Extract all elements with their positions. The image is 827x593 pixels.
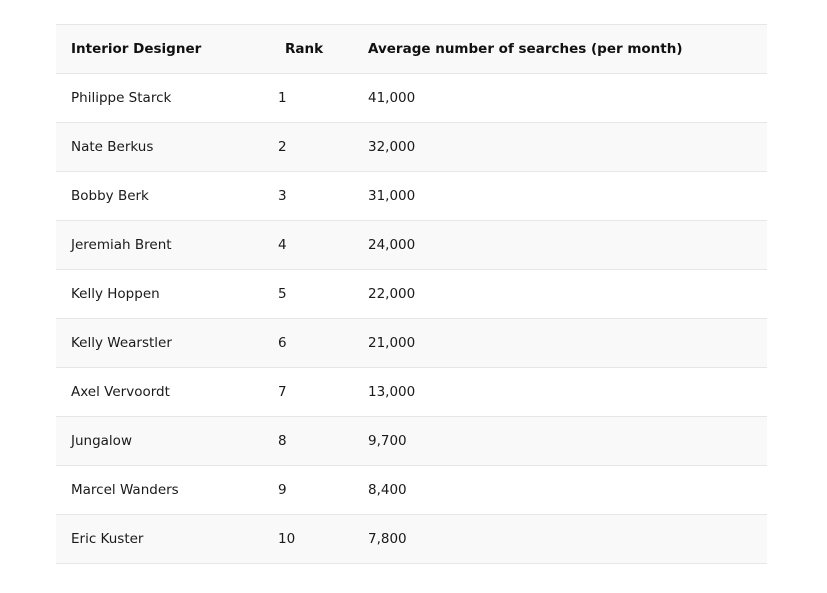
table-row: Jungalow 8 9,700 [56,416,767,466]
rank-cell: 3 [264,171,353,221]
table-row: Jeremiah Brent 4 24,000 [56,220,767,270]
table-row: Philippe Starck 1 41,000 [56,73,767,123]
designer-name-cell: Jeremiah Brent [56,220,264,270]
rank-cell: 1 [264,73,353,123]
designer-name-cell: Bobby Berk [56,171,264,221]
searches-cell: 32,000 [353,122,767,172]
table-row: Nate Berkus 2 32,000 [56,122,767,172]
searches-cell: 41,000 [353,73,767,123]
designer-name-cell: Kelly Wearstler [56,318,264,368]
searches-cell: 21,000 [353,318,767,368]
rank-cell: 4 [264,220,353,270]
searches-cell: 31,000 [353,171,767,221]
searches-cell: 24,000 [353,220,767,270]
header-row: Interior Designer Rank Average number of… [56,24,767,74]
searches-cell: 22,000 [353,269,767,319]
rank-cell: 9 [264,465,353,515]
rank-cell: 8 [264,416,353,466]
rank-cell: 2 [264,122,353,172]
header-average-searches: Average number of searches (per month) [353,24,767,74]
rank-cell: 10 [264,514,353,564]
designer-name-cell: Kelly Hoppen [56,269,264,319]
rank-cell: 5 [264,269,353,319]
searches-cell: 9,700 [353,416,767,466]
table-row: Bobby Berk 3 31,000 [56,171,767,221]
designer-name-cell: Nate Berkus [56,122,264,172]
designer-name-cell: Marcel Wanders [56,465,264,515]
table-row: Kelly Wearstler 6 21,000 [56,318,767,368]
header-interior-designer: Interior Designer [56,24,264,74]
searches-cell: 13,000 [353,367,767,417]
searches-cell: 8,400 [353,465,767,515]
rank-cell: 6 [264,318,353,368]
table-row: Kelly Hoppen 5 22,000 [56,269,767,319]
table-row: Marcel Wanders 9 8,400 [56,465,767,515]
table-row: Axel Vervoordt 7 13,000 [56,367,767,417]
table-body: Philippe Starck 1 41,000 Nate Berkus 2 3… [56,73,767,564]
table-row: Eric Kuster 10 7,800 [56,514,767,564]
searches-cell: 7,800 [353,514,767,564]
table-header: Interior Designer Rank Average number of… [56,24,767,74]
designer-name-cell: Eric Kuster [56,514,264,564]
header-rank: Rank [264,24,353,74]
designer-name-cell: Philippe Starck [56,73,264,123]
designers-table: Interior Designer Rank Average number of… [56,24,767,564]
designer-name-cell: Axel Vervoordt [56,367,264,417]
rank-cell: 7 [264,367,353,417]
designer-name-cell: Jungalow [56,416,264,466]
